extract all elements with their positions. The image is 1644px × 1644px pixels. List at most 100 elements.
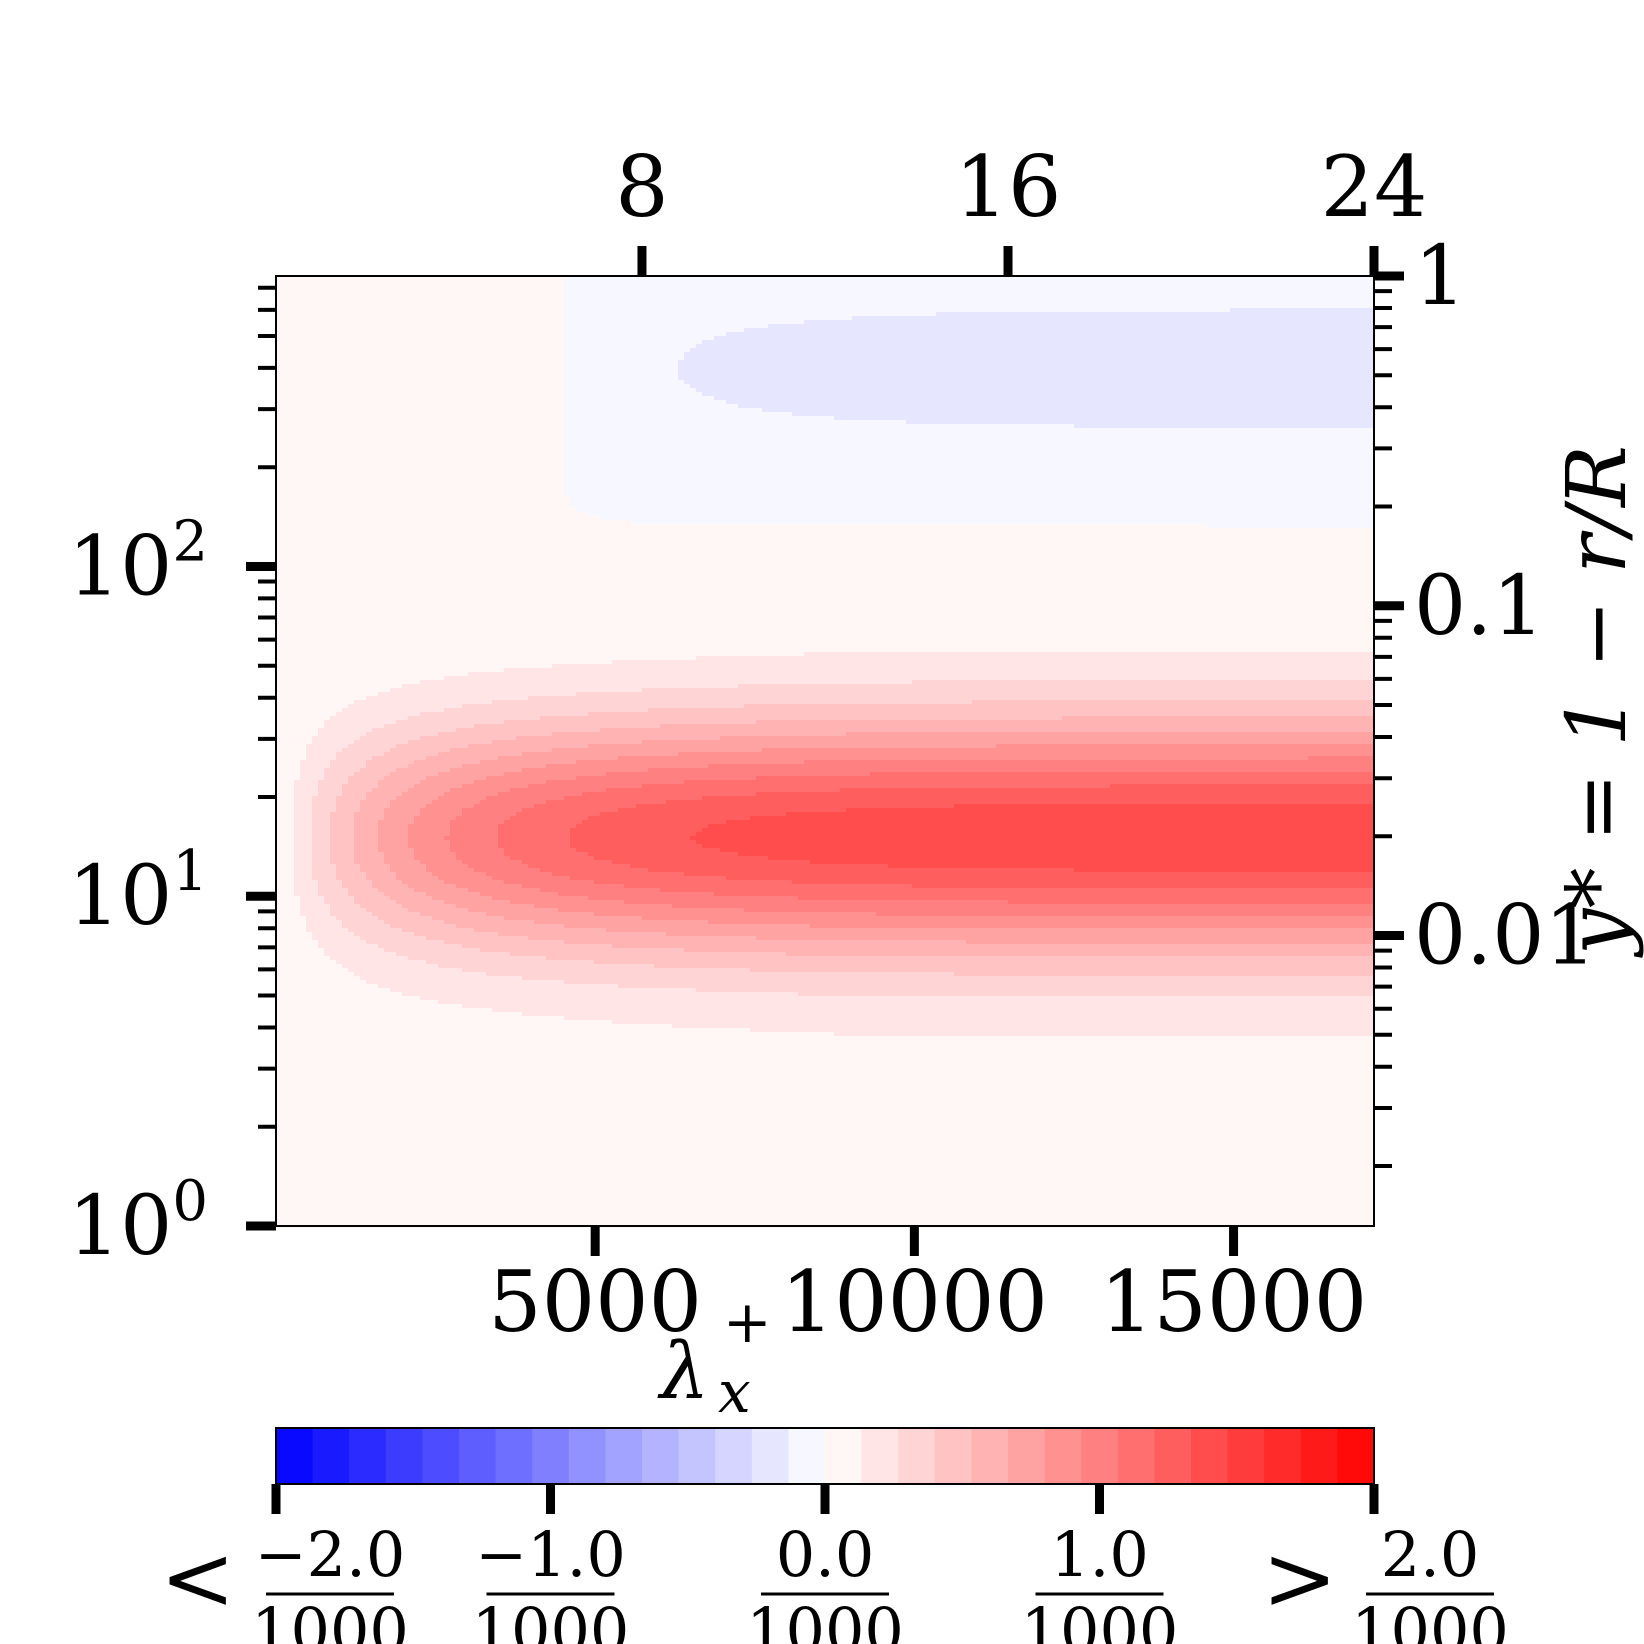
contour-cell <box>276 928 306 933</box>
contour-cell <box>528 784 642 789</box>
contour-cell <box>744 704 1374 709</box>
contour-cell <box>342 884 372 889</box>
contour-cell <box>276 932 312 937</box>
contour-cell <box>336 864 360 869</box>
contour-cell <box>468 908 558 913</box>
contour-cell <box>384 852 414 857</box>
contour-cell <box>276 916 306 921</box>
contour-cell <box>444 920 534 925</box>
contour-cell <box>300 900 324 905</box>
contour-cell <box>360 868 390 873</box>
contour-cell <box>276 832 294 837</box>
contour-cell <box>510 856 594 861</box>
contour-cell <box>276 1032 834 1037</box>
colorbar-lower-prefix: < <box>160 1526 235 1631</box>
contour-cell <box>276 636 1374 641</box>
contour-cell <box>564 368 678 373</box>
contour-cell <box>276 564 1374 569</box>
contour-cell <box>276 1144 1374 1149</box>
contour-cell <box>360 976 522 981</box>
contour-cell <box>738 852 1374 857</box>
contour-cell <box>540 716 1062 721</box>
contour-cell <box>456 904 534 909</box>
contour-cell <box>312 832 330 837</box>
contour-cell <box>354 828 378 833</box>
contour-cell <box>330 824 354 829</box>
contour-cell <box>276 300 564 305</box>
contour-cell <box>330 820 354 825</box>
contour-cell <box>390 864 426 869</box>
contour-cell <box>276 640 1374 645</box>
contour-cell <box>540 868 648 873</box>
contour-cell <box>426 776 486 781</box>
contour-cell <box>276 304 564 309</box>
contour-cell <box>276 356 564 361</box>
contour-cell <box>336 800 360 805</box>
contour-cell <box>810 860 1374 865</box>
contour-cell <box>564 388 696 393</box>
contour-cell <box>312 736 360 741</box>
contour-cell <box>276 520 630 525</box>
contour-cell <box>276 1088 1374 1093</box>
contour-cell <box>276 1216 1374 1221</box>
contour-cell <box>564 448 1374 453</box>
contour-cell <box>564 492 1374 497</box>
contour-cell <box>360 808 384 813</box>
contour-cell <box>276 976 360 981</box>
contour-cell <box>396 720 504 725</box>
contour-cell <box>756 776 1374 781</box>
contour-cell <box>276 672 468 677</box>
contour-cell <box>654 964 1374 969</box>
contour-cell <box>276 588 1374 593</box>
contour-cell <box>462 968 750 973</box>
contour-cell <box>564 412 792 417</box>
contour-cell <box>312 852 330 857</box>
contour-cell <box>312 876 336 881</box>
y-tick-label: 100 <box>68 1169 208 1274</box>
contour-cell <box>276 276 564 281</box>
colorbar-tick-numerator: −1.0 <box>475 1518 626 1591</box>
contour-cell <box>276 504 570 509</box>
contour-cell <box>336 916 378 921</box>
contour-cell <box>564 344 696 349</box>
contour-cell <box>696 344 1374 349</box>
colorbar-segment <box>349 1428 387 1484</box>
contour-cell <box>504 848 576 853</box>
x-tick-label: 5000 <box>488 1253 702 1351</box>
contour-cell <box>276 608 1374 613</box>
contour-cell <box>750 1028 1374 1033</box>
contour-cell <box>684 380 1374 385</box>
contour-cell <box>330 956 408 961</box>
contour-cell <box>276 612 1374 617</box>
contour-cell <box>462 860 522 865</box>
contour-cell <box>354 856 384 861</box>
contour-cell <box>462 764 546 769</box>
contour-cell <box>390 688 642 693</box>
contour-cell <box>564 324 768 329</box>
contour-cell <box>276 512 588 517</box>
contour-cell <box>330 840 354 845</box>
contour-cell <box>276 584 1374 589</box>
contour-cell <box>534 904 672 909</box>
contour-cell <box>564 452 1374 457</box>
contour-cell <box>492 896 588 901</box>
contour-cell <box>354 844 378 849</box>
contour-cell <box>438 964 654 969</box>
contour-cell <box>714 396 1374 401</box>
contour-cell <box>498 756 618 761</box>
contour-cell <box>456 884 522 889</box>
contour-cell <box>408 824 450 829</box>
contour-cell <box>354 832 378 837</box>
contour-cell <box>564 308 1230 313</box>
contour-cell <box>276 648 1374 653</box>
contour-cell <box>276 1008 492 1013</box>
contour-cell <box>276 620 1374 625</box>
colorbar-tick-denominator: 1000 <box>1021 1594 1179 1644</box>
contour-cell <box>726 332 1374 337</box>
contour-cell <box>276 324 564 329</box>
contour-cell <box>276 624 1374 629</box>
contour-cell <box>678 372 1374 377</box>
contour-cell <box>294 836 312 841</box>
colorbar-segment <box>715 1428 753 1484</box>
